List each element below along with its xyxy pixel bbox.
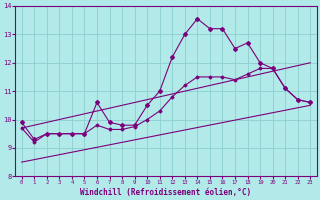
X-axis label: Windchill (Refroidissement éolien,°C): Windchill (Refroidissement éolien,°C) <box>80 188 252 197</box>
